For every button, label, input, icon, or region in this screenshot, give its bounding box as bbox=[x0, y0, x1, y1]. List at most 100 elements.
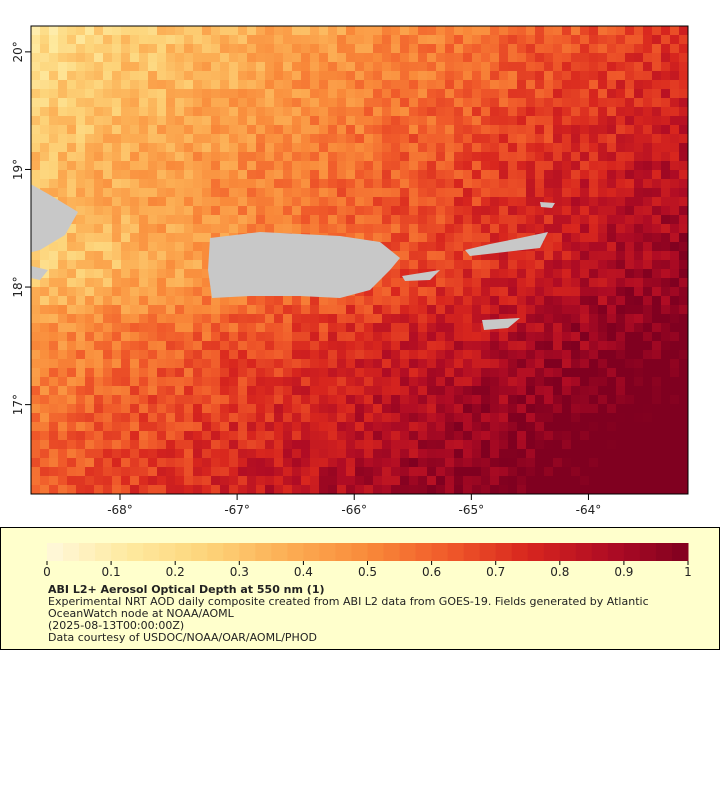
field-cell bbox=[301, 476, 310, 485]
field-cell bbox=[112, 152, 121, 161]
field-cell bbox=[175, 197, 184, 206]
field-cell bbox=[391, 62, 400, 71]
field-cell bbox=[157, 206, 166, 215]
field-cell bbox=[409, 53, 418, 62]
field-cell bbox=[670, 395, 679, 404]
field-cell bbox=[31, 278, 40, 287]
field-cell bbox=[328, 89, 337, 98]
field-cell bbox=[625, 152, 634, 161]
field-cell bbox=[157, 350, 166, 359]
field-cell bbox=[553, 440, 562, 449]
field-cell bbox=[454, 377, 463, 386]
field-cell bbox=[517, 431, 526, 440]
field-cell bbox=[661, 413, 670, 422]
field-cell bbox=[400, 476, 409, 485]
field-cell bbox=[634, 305, 643, 314]
field-cell bbox=[679, 269, 688, 278]
field-cell bbox=[535, 197, 544, 206]
field-cell bbox=[544, 485, 553, 494]
field-cell bbox=[553, 485, 562, 494]
field-cell bbox=[337, 440, 346, 449]
field-cell bbox=[400, 386, 409, 395]
field-cell bbox=[391, 215, 400, 224]
field-cell bbox=[526, 404, 535, 413]
field-cell bbox=[175, 89, 184, 98]
field-cell bbox=[652, 269, 661, 278]
field-cell bbox=[49, 422, 58, 431]
field-cell bbox=[328, 188, 337, 197]
x-tick-label: -65° bbox=[459, 503, 485, 517]
field-cell bbox=[598, 476, 607, 485]
field-cell bbox=[58, 422, 67, 431]
field-cell bbox=[616, 296, 625, 305]
field-cell bbox=[292, 458, 301, 467]
field-cell bbox=[652, 467, 661, 476]
field-cell bbox=[634, 260, 643, 269]
field-cell bbox=[382, 395, 391, 404]
field-cell bbox=[373, 107, 382, 116]
field-cell bbox=[562, 26, 571, 35]
field-cell bbox=[211, 44, 220, 53]
field-cell bbox=[454, 332, 463, 341]
field-cell bbox=[571, 449, 580, 458]
field-cell bbox=[418, 233, 427, 242]
field-cell bbox=[427, 449, 436, 458]
field-cell bbox=[454, 260, 463, 269]
field-cell bbox=[517, 386, 526, 395]
field-cell bbox=[436, 305, 445, 314]
field-cell bbox=[130, 170, 139, 179]
field-cell bbox=[220, 215, 229, 224]
field-cell bbox=[580, 71, 589, 80]
field-cell bbox=[175, 134, 184, 143]
field-cell bbox=[220, 449, 229, 458]
field-cell bbox=[76, 368, 85, 377]
field-cell bbox=[589, 80, 598, 89]
field-cell bbox=[445, 26, 454, 35]
field-cell bbox=[436, 224, 445, 233]
field-cell bbox=[166, 278, 175, 287]
field-cell bbox=[220, 476, 229, 485]
field-cell bbox=[445, 125, 454, 134]
field-cell bbox=[202, 26, 211, 35]
field-cell bbox=[418, 44, 427, 53]
field-cell bbox=[535, 314, 544, 323]
field-cell bbox=[427, 62, 436, 71]
field-cell bbox=[634, 233, 643, 242]
field-cell bbox=[256, 431, 265, 440]
field-cell bbox=[346, 197, 355, 206]
field-cell bbox=[454, 242, 463, 251]
field-cell bbox=[202, 296, 211, 305]
field-cell bbox=[436, 188, 445, 197]
field-cell bbox=[238, 449, 247, 458]
field-cell bbox=[508, 143, 517, 152]
field-cell bbox=[553, 305, 562, 314]
field-cell bbox=[472, 359, 481, 368]
field-cell bbox=[634, 458, 643, 467]
field-cell bbox=[274, 359, 283, 368]
field-cell bbox=[571, 26, 580, 35]
field-cell bbox=[544, 116, 553, 125]
field-cell bbox=[373, 422, 382, 431]
field-cell bbox=[202, 152, 211, 161]
field-cell bbox=[670, 323, 679, 332]
field-cell bbox=[580, 197, 589, 206]
field-cell bbox=[31, 413, 40, 422]
field-cell bbox=[202, 440, 211, 449]
field-cell bbox=[319, 323, 328, 332]
field-cell bbox=[562, 296, 571, 305]
field-cell bbox=[661, 179, 670, 188]
field-cell bbox=[175, 386, 184, 395]
field-cell bbox=[49, 62, 58, 71]
field-cell bbox=[148, 305, 157, 314]
field-cell bbox=[679, 206, 688, 215]
field-cell bbox=[49, 251, 58, 260]
field-cell bbox=[94, 98, 103, 107]
field-cell bbox=[337, 431, 346, 440]
field-cell bbox=[625, 485, 634, 494]
field-cell bbox=[256, 98, 265, 107]
field-cell bbox=[526, 485, 535, 494]
field-cell bbox=[409, 449, 418, 458]
field-cell bbox=[58, 431, 67, 440]
field-cell bbox=[148, 107, 157, 116]
colorbar-swatch bbox=[383, 543, 401, 561]
